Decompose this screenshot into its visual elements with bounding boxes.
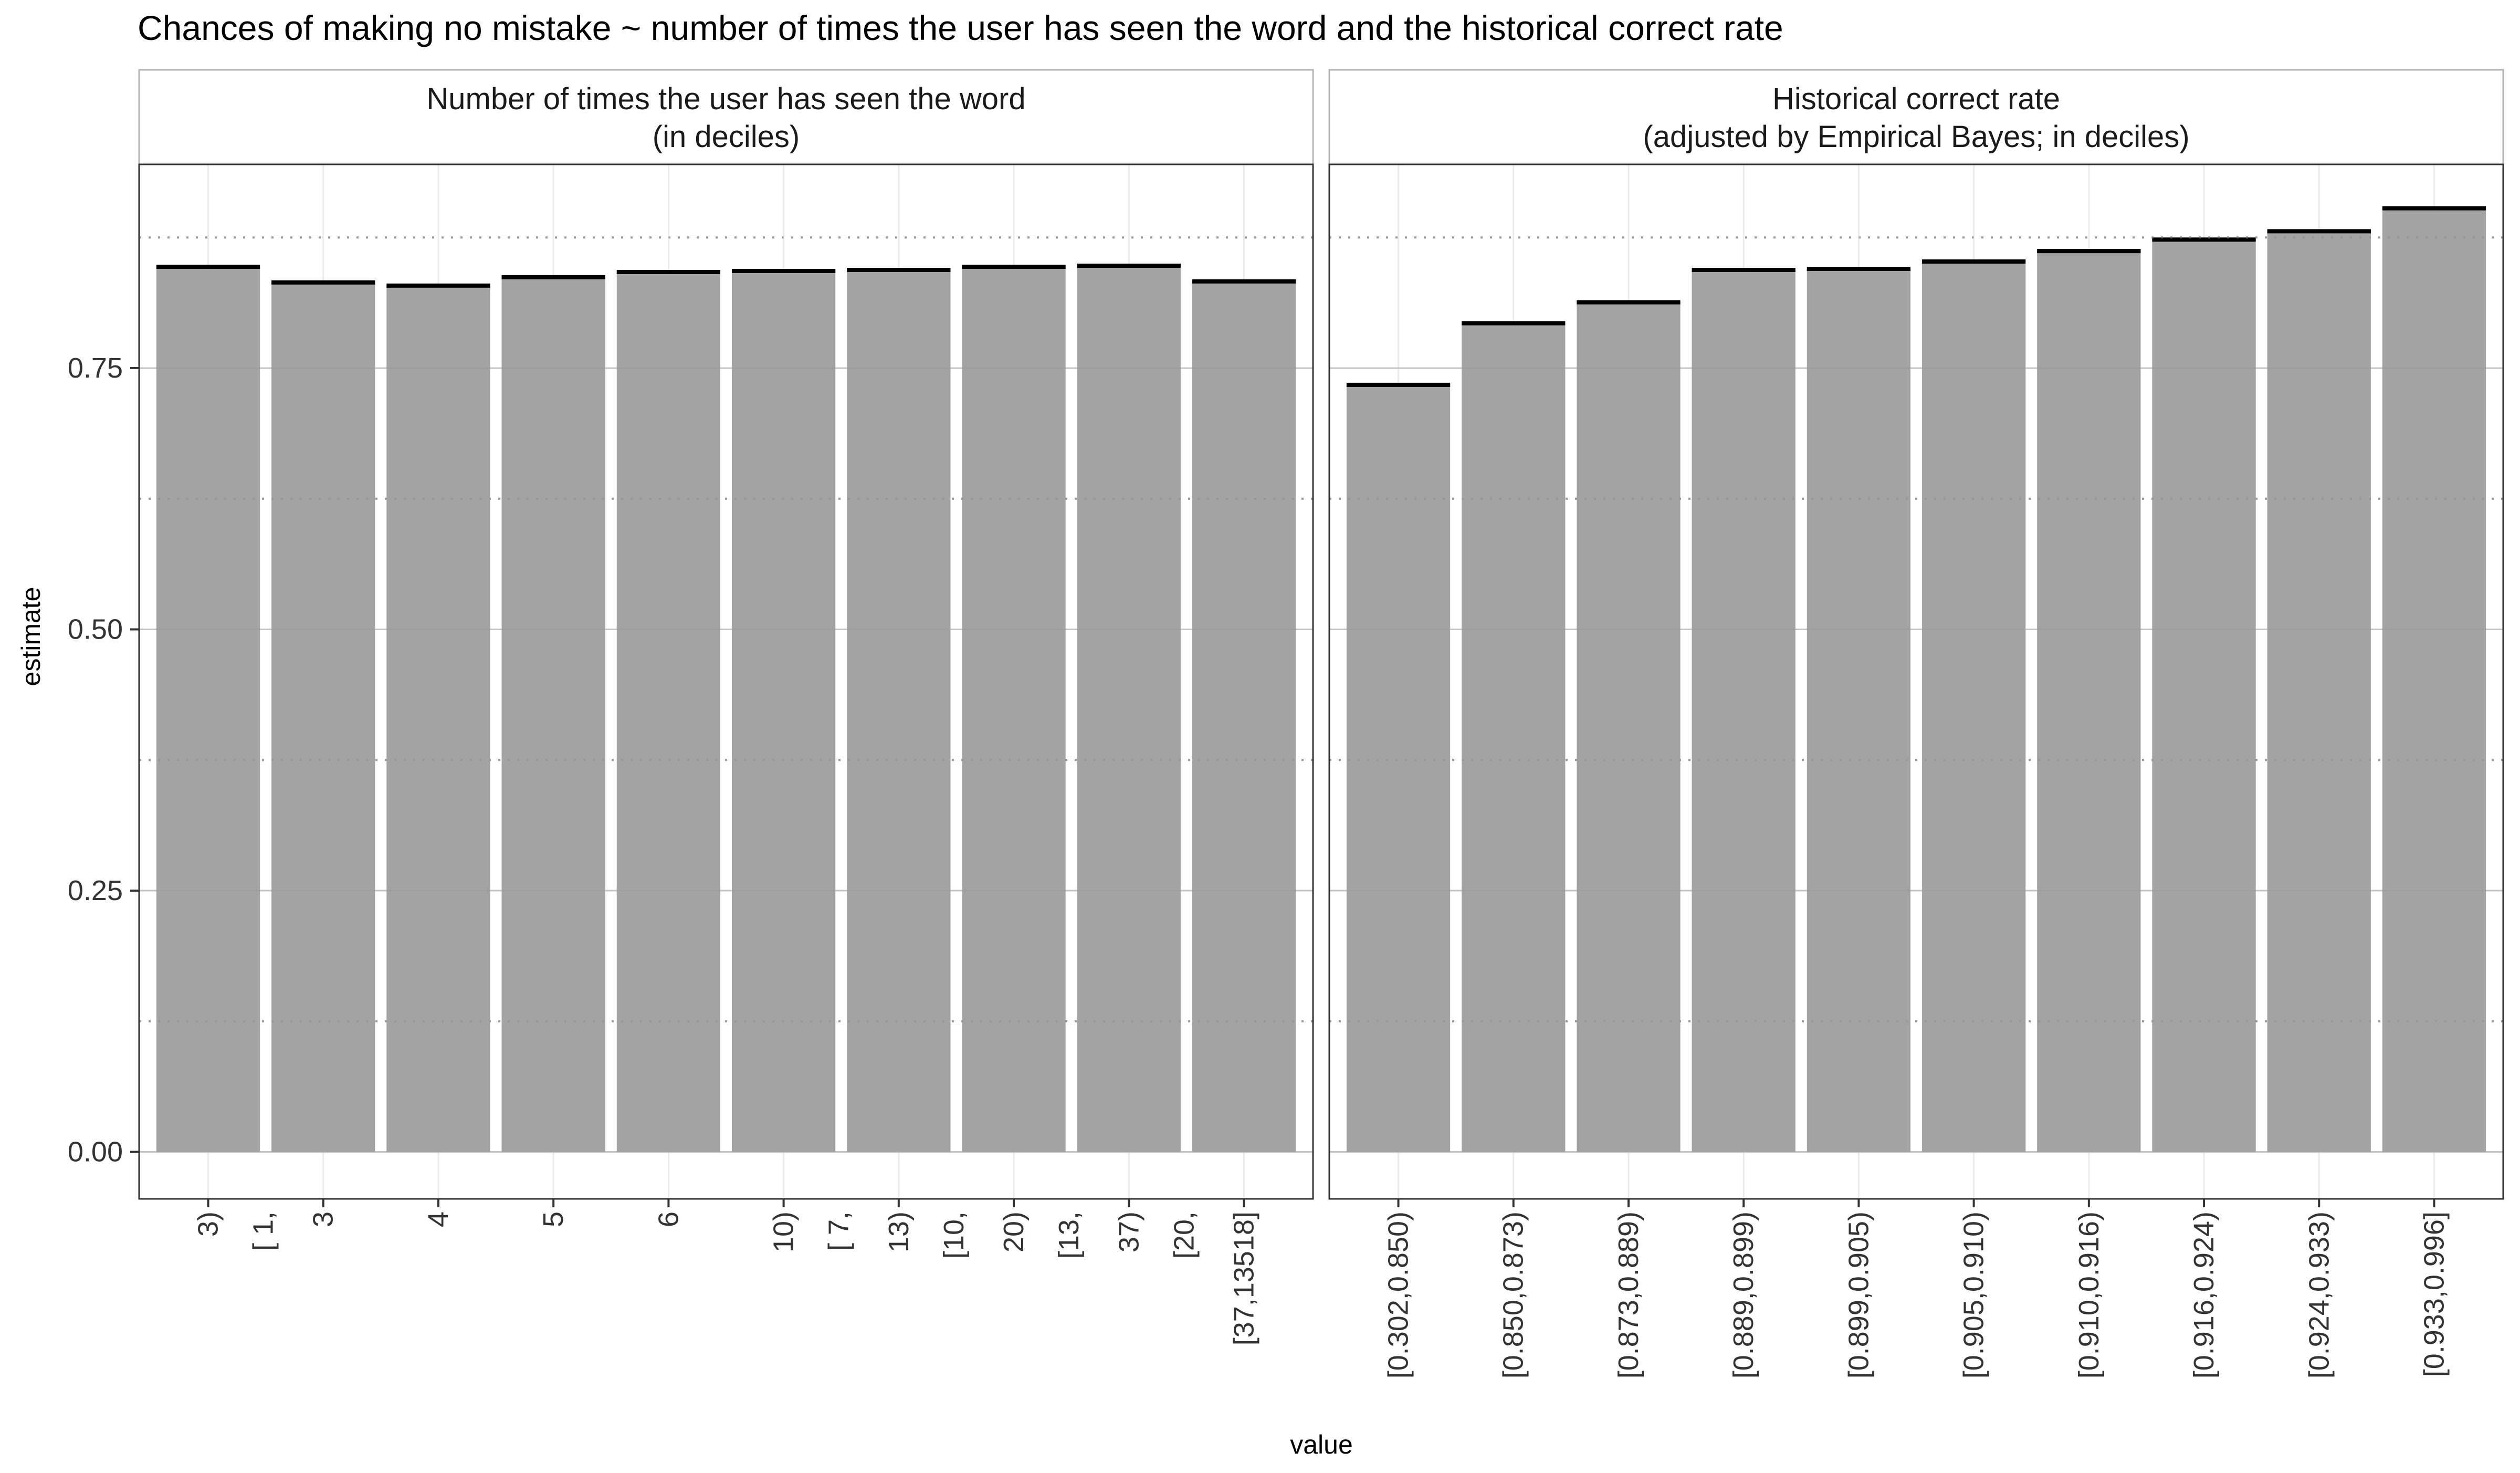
- bar: [501, 277, 605, 1152]
- x-tick-label-line: [0.302,0.850): [1383, 1211, 1414, 1378]
- x-tick-label: [0.910,0.916): [2073, 1211, 2105, 1378]
- x-tick-label: 20) [13,: [998, 1211, 1085, 1259]
- y-tick-label: 0.00: [68, 1136, 123, 1167]
- x-tick-label-line: [ 1,: [248, 1211, 279, 1251]
- x-tick-label-line: [0.873,0.889): [1613, 1211, 1644, 1378]
- bar: [1692, 269, 1796, 1152]
- bar: [616, 271, 721, 1152]
- x-tick-label-line: 13): [883, 1211, 915, 1252]
- x-tick-label-line: 3): [193, 1211, 224, 1237]
- x-tick-label: [0.850,0.873): [1498, 1211, 1529, 1378]
- x-tick-label-line: 37): [1113, 1211, 1144, 1252]
- x-tick-label-line: [0.905,0.910): [1958, 1211, 1990, 1378]
- x-tick-label-line: [0.916,0.924): [2188, 1211, 2220, 1378]
- bar: [1922, 262, 2026, 1152]
- x-tick-label-line: [0.850,0.873): [1498, 1211, 1529, 1378]
- x-tick-label: [0.889,0.899): [1728, 1211, 1759, 1378]
- x-tick-label: 10) [ 7,: [768, 1211, 855, 1252]
- bar: [1192, 281, 1296, 1152]
- x-tick-label: [0.302,0.850): [1383, 1211, 1414, 1378]
- facet-strip-label: (in deciles): [653, 120, 800, 154]
- plot-layer: 0.00 0.25 0.50 0.75 Number of times the user…: [68, 69, 2504, 1378]
- chart-title: Chances of making no mistake ~ number of…: [138, 8, 1783, 47]
- bar: [731, 270, 836, 1152]
- panel-border: [138, 163, 1314, 1200]
- x-tick-label-line: [13,: [1053, 1211, 1085, 1259]
- x-tick-label-line: [0.924,0.933): [2303, 1211, 2335, 1378]
- x-tick-label-line: 20): [998, 1211, 1030, 1252]
- bar: [2037, 251, 2141, 1152]
- panel-1: Number of times the user has seen the wo…: [138, 69, 1314, 1345]
- x-tick-label: 37) [20,: [1113, 1211, 1200, 1259]
- facet-strip-label: Number of times the user has seen the wo…: [426, 82, 1025, 116]
- bar: [2152, 239, 2256, 1152]
- bar: [1346, 384, 1451, 1152]
- x-tick-label: [0.916,0.924): [2188, 1211, 2220, 1378]
- bar: [271, 282, 375, 1152]
- x-tick-label: 3: [308, 1211, 339, 1227]
- facet-strip-label: (adjusted by Empirical Bayes; in deciles…: [1643, 120, 2189, 154]
- x-tick-label-line: [20,: [1168, 1211, 1200, 1259]
- x-tick-label: [0.873,0.889): [1613, 1211, 1644, 1378]
- x-tick-label-line: 3: [308, 1211, 339, 1227]
- x-tick-label-line: 6: [653, 1211, 684, 1227]
- y-tick-label: 0.50: [68, 614, 123, 645]
- x-tick-label-line: [ 7,: [823, 1211, 855, 1251]
- x-tick-label: 3) [ 1,: [193, 1211, 279, 1251]
- facet-strip: [1328, 69, 2504, 165]
- panel-border: [1328, 163, 2504, 1200]
- bar: [156, 267, 260, 1152]
- x-tick-label-line: [0.910,0.916): [2073, 1211, 2105, 1378]
- x-tick-label: [0.933,0.996]: [2418, 1211, 2450, 1377]
- bar: [1462, 323, 1566, 1152]
- x-tick-label: [0.924,0.933): [2303, 1211, 2335, 1378]
- bar: [962, 267, 1066, 1152]
- bar: [386, 285, 490, 1152]
- x-tick-label-line: 5: [538, 1211, 569, 1227]
- x-tick-label: 13) [10,: [883, 1211, 970, 1259]
- x-tick-label-line: [37,13518]: [1228, 1211, 1259, 1345]
- x-tick-label-line: 4: [423, 1211, 454, 1227]
- x-tick-label: 5: [538, 1211, 569, 1227]
- x-tick-label-line: [0.899,0.905): [1843, 1211, 1874, 1378]
- y-tick-label: 0.75: [68, 352, 123, 384]
- bar: [2382, 208, 2486, 1152]
- x-tick-label: [0.899,0.905): [1843, 1211, 1874, 1378]
- x-tick-label-line: 10): [768, 1211, 800, 1252]
- bar: [847, 269, 951, 1152]
- bar: [1077, 266, 1181, 1152]
- x-tick-label: [37,13518]: [1228, 1211, 1259, 1345]
- y-axis-title: estimate: [16, 587, 46, 686]
- bar: [1807, 268, 1911, 1152]
- x-tick-label-line: [0.889,0.899): [1728, 1211, 1759, 1378]
- x-tick-label: [0.905,0.910): [1958, 1211, 1990, 1378]
- y-tick-label: 0.25: [68, 875, 123, 906]
- bar: [1577, 302, 1681, 1152]
- x-axis-title: value: [1290, 1430, 1353, 1459]
- x-tick-label-line: [10,: [938, 1211, 970, 1259]
- x-tick-label: 6: [653, 1211, 684, 1227]
- x-tick-label: 4: [423, 1211, 454, 1227]
- facet-strip-label: Historical correct rate: [1772, 82, 2060, 116]
- bar: [2267, 231, 2371, 1152]
- x-tick-label-line: [0.933,0.996]: [2418, 1211, 2450, 1377]
- panel-2: Historical correct rate (adjusted by Empi…: [1328, 69, 2504, 1378]
